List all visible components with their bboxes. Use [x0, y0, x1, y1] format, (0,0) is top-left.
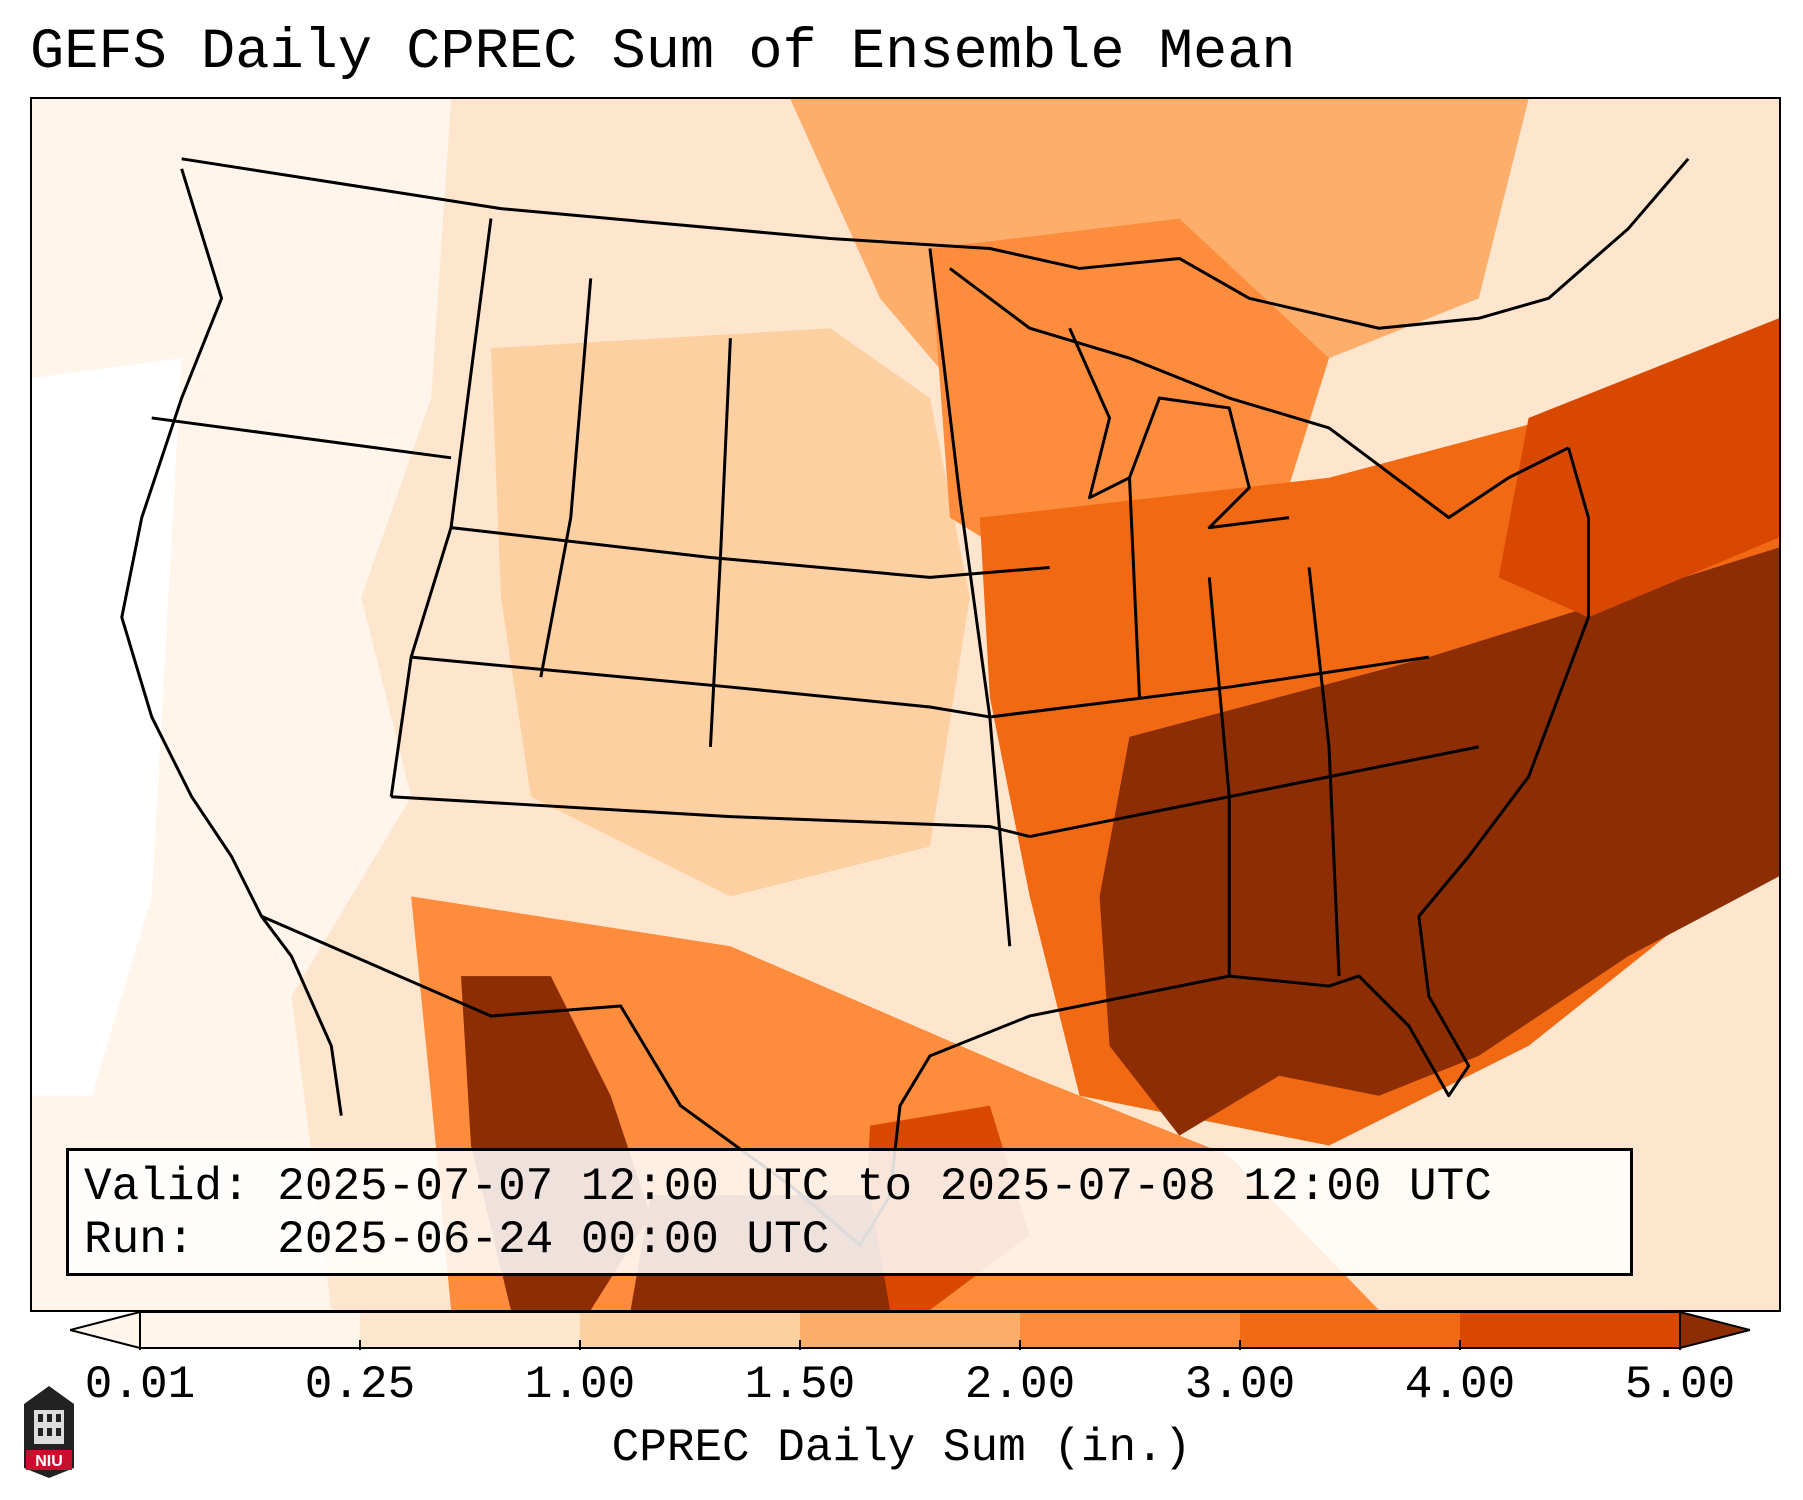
map-canvas — [32, 99, 1779, 1310]
colorbar-tick-label: 0.25 — [304, 1359, 416, 1411]
colorbar-segment — [140, 1312, 361, 1348]
colorbar-tick-label: 2.00 — [964, 1359, 1076, 1411]
colorbar-label: CPREC Daily Sum (in.) — [611, 1422, 1192, 1474]
colorbar-outline — [139, 1311, 1681, 1349]
colorbar-segment — [1460, 1312, 1681, 1348]
colorbar-segment — [1020, 1312, 1241, 1348]
colorbar-tick-label: 5.00 — [1624, 1359, 1736, 1411]
colorbar-extend-low — [70, 1310, 141, 1350]
precipitation-map — [30, 97, 1781, 1312]
colorbar-tick-label: 3.00 — [1184, 1359, 1296, 1411]
map-boundaries — [120, 157, 1690, 1247]
run-time-line: Run: 2025-06-24 00:00 UTC — [84, 1214, 830, 1266]
valid-time-line: Valid: 2025-07-07 12:00 UTC to 2025-07-0… — [84, 1161, 1492, 1213]
colorbar-tick-label: 1.50 — [744, 1359, 856, 1411]
colorbar-segment — [360, 1312, 581, 1348]
colorbar-segment — [800, 1312, 1021, 1348]
colorbar-tick-label: 4.00 — [1404, 1359, 1516, 1411]
colorbar — [70, 1310, 1750, 1350]
colorbar-segment — [1240, 1312, 1461, 1348]
colorbar-extend-high — [1679, 1310, 1750, 1350]
validity-info-box: Valid: 2025-07-07 12:00 UTC to 2025-07-0… — [66, 1148, 1633, 1276]
logo-text: NIU — [35, 1453, 63, 1470]
colorbar-segment — [580, 1312, 801, 1348]
map-title: GEFS Daily CPREC Sum of Ensemble Mean — [30, 21, 1296, 85]
colorbar-tick-label: 1.00 — [524, 1359, 636, 1411]
niu-logo-icon: NIU — [24, 1386, 74, 1478]
colorbar-tick-label: 0.01 — [84, 1359, 196, 1411]
